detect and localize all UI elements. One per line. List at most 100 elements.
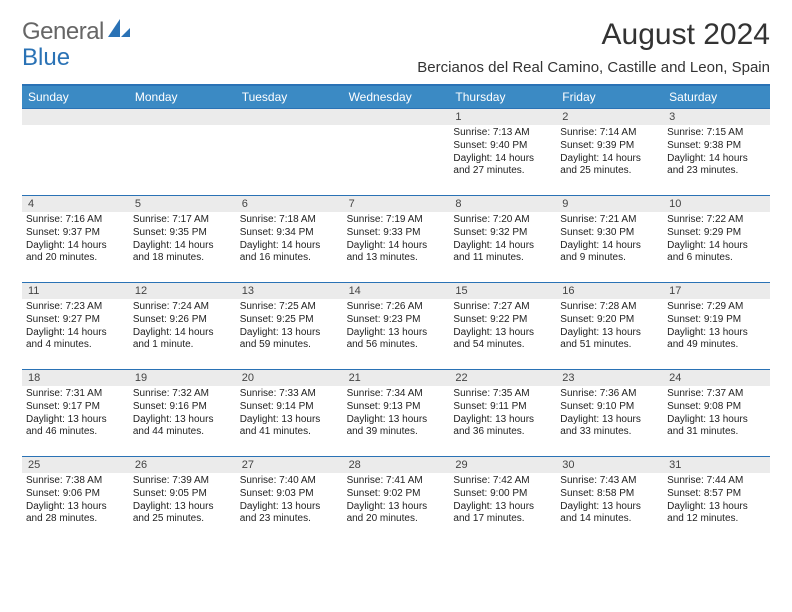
day-details: Sunrise: 7:29 AMSunset: 9:19 PMDaylight:… (663, 299, 770, 356)
weekday-header: Friday (556, 86, 663, 108)
day-cell (129, 109, 236, 195)
sunset-text: Sunset: 9:10 PM (560, 401, 659, 414)
day-number: 18 (22, 370, 129, 386)
sunset-text: Sunset: 9:40 PM (453, 140, 552, 153)
day-number: 23 (556, 370, 663, 386)
sunrise-text: Sunrise: 7:16 AM (26, 214, 125, 227)
day-number: 3 (663, 109, 770, 125)
week-row: 18Sunrise: 7:31 AMSunset: 9:17 PMDayligh… (22, 369, 770, 456)
sunset-text: Sunset: 9:14 PM (240, 401, 339, 414)
sunset-text: Sunset: 9:22 PM (453, 314, 552, 327)
weekday-header: Thursday (449, 86, 556, 108)
day-number: 31 (663, 457, 770, 473)
sunrise-text: Sunrise: 7:27 AM (453, 301, 552, 314)
daylight-text: Daylight: 13 hours (347, 501, 446, 514)
sunrise-text: Sunrise: 7:34 AM (347, 388, 446, 401)
day-details: Sunrise: 7:18 AMSunset: 9:34 PMDaylight:… (236, 212, 343, 269)
day-number: 24 (663, 370, 770, 386)
sunrise-text: Sunrise: 7:36 AM (560, 388, 659, 401)
sunset-text: Sunset: 8:58 PM (560, 488, 659, 501)
sunrise-text: Sunrise: 7:24 AM (133, 301, 232, 314)
daylight-text: Daylight: 13 hours (453, 501, 552, 514)
day-number: 22 (449, 370, 556, 386)
sunset-text: Sunset: 9:16 PM (133, 401, 232, 414)
daylight-text: and 27 minutes. (453, 165, 552, 178)
sunset-text: Sunset: 9:37 PM (26, 227, 125, 240)
sail-icon (108, 18, 130, 46)
day-cell: 1Sunrise: 7:13 AMSunset: 9:40 PMDaylight… (449, 109, 556, 195)
day-details: Sunrise: 7:13 AMSunset: 9:40 PMDaylight:… (449, 125, 556, 182)
sunset-text: Sunset: 9:26 PM (133, 314, 232, 327)
day-details: Sunrise: 7:22 AMSunset: 9:29 PMDaylight:… (663, 212, 770, 269)
location-text: Bercianos del Real Camino, Castille and … (417, 59, 770, 76)
sunrise-text: Sunrise: 7:37 AM (667, 388, 766, 401)
sunset-text: Sunset: 9:03 PM (240, 488, 339, 501)
sunset-text: Sunset: 9:00 PM (453, 488, 552, 501)
daylight-text: and 49 minutes. (667, 339, 766, 352)
sunset-text: Sunset: 9:13 PM (347, 401, 446, 414)
daylight-text: and 39 minutes. (347, 426, 446, 439)
sunset-text: Sunset: 9:33 PM (347, 227, 446, 240)
day-details: Sunrise: 7:15 AMSunset: 9:38 PMDaylight:… (663, 125, 770, 182)
day-number: 25 (22, 457, 129, 473)
daylight-text: and 28 minutes. (26, 513, 125, 526)
day-cell: 8Sunrise: 7:20 AMSunset: 9:32 PMDaylight… (449, 196, 556, 282)
sunset-text: Sunset: 9:23 PM (347, 314, 446, 327)
daylight-text: Daylight: 13 hours (133, 501, 232, 514)
sunrise-text: Sunrise: 7:43 AM (560, 475, 659, 488)
day-number: 14 (343, 283, 450, 299)
weekday-header-row: Sunday Monday Tuesday Wednesday Thursday… (22, 86, 770, 108)
daylight-text: and 18 minutes. (133, 252, 232, 265)
daylight-text: and 14 minutes. (560, 513, 659, 526)
sunset-text: Sunset: 9:34 PM (240, 227, 339, 240)
daylight-text: Daylight: 13 hours (347, 414, 446, 427)
daylight-text: Daylight: 13 hours (240, 501, 339, 514)
day-cell: 19Sunrise: 7:32 AMSunset: 9:16 PMDayligh… (129, 370, 236, 456)
sunset-text: Sunset: 9:32 PM (453, 227, 552, 240)
day-cell: 4Sunrise: 7:16 AMSunset: 9:37 PMDaylight… (22, 196, 129, 282)
daylight-text: Daylight: 13 hours (240, 414, 339, 427)
brand-text-general: General (22, 18, 104, 46)
sunrise-text: Sunrise: 7:14 AM (560, 127, 659, 140)
day-cell: 6Sunrise: 7:18 AMSunset: 9:34 PMDaylight… (236, 196, 343, 282)
sunrise-text: Sunrise: 7:13 AM (453, 127, 552, 140)
sunrise-text: Sunrise: 7:25 AM (240, 301, 339, 314)
day-details: Sunrise: 7:39 AMSunset: 9:05 PMDaylight:… (129, 473, 236, 530)
day-cell: 17Sunrise: 7:29 AMSunset: 9:19 PMDayligh… (663, 283, 770, 369)
week-row: 4Sunrise: 7:16 AMSunset: 9:37 PMDaylight… (22, 195, 770, 282)
day-details: Sunrise: 7:33 AMSunset: 9:14 PMDaylight:… (236, 386, 343, 443)
day-cell: 2Sunrise: 7:14 AMSunset: 9:39 PMDaylight… (556, 109, 663, 195)
day-cell (343, 109, 450, 195)
sunrise-text: Sunrise: 7:21 AM (560, 214, 659, 227)
day-details: Sunrise: 7:36 AMSunset: 9:10 PMDaylight:… (556, 386, 663, 443)
day-details: Sunrise: 7:35 AMSunset: 9:11 PMDaylight:… (449, 386, 556, 443)
page-header: General August 2024 Bercianos del Real C… (22, 18, 770, 76)
day-number: 12 (129, 283, 236, 299)
daylight-text: Daylight: 14 hours (26, 240, 125, 253)
sunrise-text: Sunrise: 7:28 AM (560, 301, 659, 314)
daylight-text: and 16 minutes. (240, 252, 339, 265)
brand-blue-line: Blue (22, 44, 70, 72)
day-number (22, 109, 129, 125)
daylight-text: Daylight: 14 hours (453, 240, 552, 253)
day-number (236, 109, 343, 125)
daylight-text: and 13 minutes. (347, 252, 446, 265)
sunrise-text: Sunrise: 7:22 AM (667, 214, 766, 227)
sunset-text: Sunset: 9:39 PM (560, 140, 659, 153)
daylight-text: Daylight: 14 hours (560, 153, 659, 166)
sunset-text: Sunset: 9:08 PM (667, 401, 766, 414)
day-details: Sunrise: 7:16 AMSunset: 9:37 PMDaylight:… (22, 212, 129, 269)
day-number: 16 (556, 283, 663, 299)
sunset-text: Sunset: 9:06 PM (26, 488, 125, 501)
sunset-text: Sunset: 9:29 PM (667, 227, 766, 240)
daylight-text: and 33 minutes. (560, 426, 659, 439)
day-cell: 15Sunrise: 7:27 AMSunset: 9:22 PMDayligh… (449, 283, 556, 369)
day-cell: 5Sunrise: 7:17 AMSunset: 9:35 PMDaylight… (129, 196, 236, 282)
day-number: 9 (556, 196, 663, 212)
day-details: Sunrise: 7:27 AMSunset: 9:22 PMDaylight:… (449, 299, 556, 356)
daylight-text: Daylight: 14 hours (240, 240, 339, 253)
daylight-text: Daylight: 14 hours (26, 327, 125, 340)
daylight-text: and 23 minutes. (240, 513, 339, 526)
day-details: Sunrise: 7:14 AMSunset: 9:39 PMDaylight:… (556, 125, 663, 182)
daylight-text: Daylight: 13 hours (240, 327, 339, 340)
